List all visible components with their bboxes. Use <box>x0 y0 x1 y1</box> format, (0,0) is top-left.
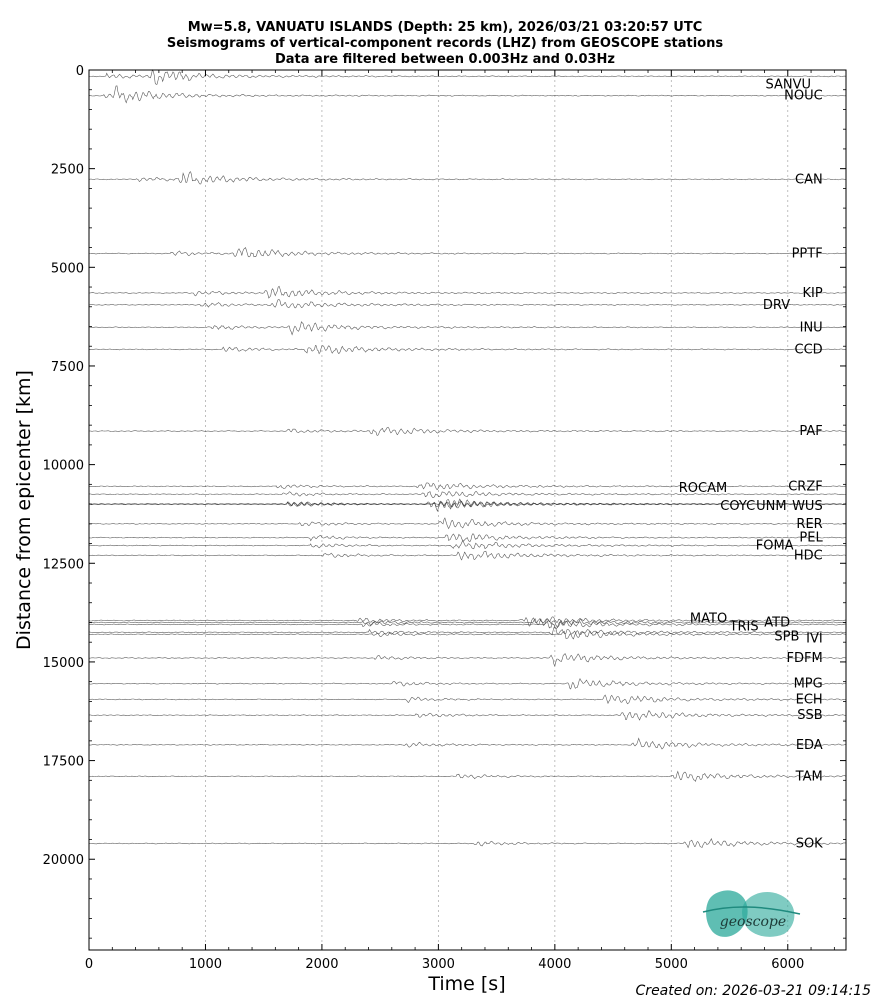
trace-ech <box>88 694 846 705</box>
trace-crzf <box>88 482 846 490</box>
x-tick-label: 5000 <box>655 957 688 972</box>
station-label-fdfm: FDFM <box>787 651 823 666</box>
station-label-wus: WUS <box>792 499 823 514</box>
x-axis-label: Time [s] <box>427 973 505 995</box>
station-label-tris: TRIS <box>729 619 759 634</box>
trace-wus <box>88 499 846 509</box>
trace-kip <box>88 285 846 299</box>
trace-can <box>88 171 846 185</box>
y-axis-label: Distance from epicenter [km] <box>13 370 35 650</box>
y-tick-label: 12500 <box>43 557 84 572</box>
trace-pptf <box>89 247 846 258</box>
station-label-ccd: CCD <box>795 342 823 357</box>
logo-ribbon-icon <box>702 906 801 915</box>
station-label-spb: SPB <box>774 629 799 644</box>
logo-right-lobe-icon <box>742 891 795 937</box>
trace-tam <box>89 770 846 782</box>
station-label-ech: ECH <box>796 692 823 707</box>
station-label-tam: TAM <box>795 769 823 784</box>
chart-title: Mw=5.8, VANUATU ISLANDS (Depth: 25 km), … <box>167 20 723 67</box>
station-label-nouc: NOUC <box>784 89 823 104</box>
station-label-ssb: SSB <box>797 708 822 723</box>
station-label-rer: RER <box>796 517 822 532</box>
station-label-kip: KIP <box>803 286 823 301</box>
trace-ssb <box>88 710 846 721</box>
station-label-rocam: ROCAM <box>679 481 727 496</box>
station-label-eda: EDA <box>796 738 823 753</box>
x-tick-label: 3000 <box>422 957 455 972</box>
plot-frame <box>88 69 847 951</box>
station-label-coyc: COYC <box>720 499 755 514</box>
station-label-crzf: CRZF <box>788 479 823 494</box>
station-label-paf: PAF <box>799 424 822 439</box>
trace-sanvu <box>88 69 846 85</box>
trace-rocam <box>88 491 846 499</box>
y-tick-label: 5000 <box>51 261 84 276</box>
station-label-hdc: HDC <box>794 548 823 563</box>
trace-ivi <box>88 630 846 640</box>
trace-pel <box>88 533 846 542</box>
trace-spb <box>88 627 846 638</box>
trace-paf <box>88 426 846 436</box>
x-tick-label: 0 <box>85 957 93 972</box>
y-tick-label: 15000 <box>43 656 84 671</box>
trace-mpg <box>88 677 846 690</box>
station-label-can: CAN <box>795 172 823 187</box>
station-label-pptf: PPTF <box>792 246 823 261</box>
trace-sok <box>89 837 846 849</box>
trace-tris <box>88 618 846 628</box>
trace-atd <box>89 620 846 629</box>
station-label-atd: ATD <box>764 615 790 630</box>
trace-hdc <box>88 550 846 561</box>
station-label-sanvu: SANVU <box>766 77 812 92</box>
y-tick-label: 10000 <box>43 459 84 474</box>
trace-inu <box>89 321 846 336</box>
y-tick-label: 7500 <box>51 360 84 375</box>
station-label-unm: UNM <box>756 499 786 514</box>
trace-ccd <box>88 344 846 355</box>
title-line-3: Data are filtered between 0.003Hz and 0.… <box>275 52 615 67</box>
trace-foma <box>88 539 846 550</box>
y-tick-label: 20000 <box>43 853 84 868</box>
station-label-mpg: MPG <box>794 677 823 692</box>
x-tick-label: 6000 <box>771 957 804 972</box>
station-label-foma: FOMA <box>756 539 794 554</box>
trace-mato <box>88 616 846 627</box>
vertical-grid <box>205 70 789 950</box>
station-label-pel: PEL <box>799 531 823 546</box>
title-line-2: Seismograms of vertical-component record… <box>167 36 723 51</box>
station-label-ivi: IVI <box>806 631 823 646</box>
x-tick-label: 1000 <box>189 957 222 972</box>
axis-ticks: 0 1000 2000 3000 4000 5000 6000 0 2500 5000 7500 10… <box>43 64 846 972</box>
geoscope-logo: geoscope <box>702 890 801 937</box>
logo-text: geoscope <box>720 914 786 930</box>
x-tick-label: 4000 <box>538 957 571 972</box>
logo-left-lobe-icon <box>706 890 748 937</box>
trace-unm <box>88 498 846 510</box>
trace-rer <box>89 517 846 530</box>
station-label-sok: SOK <box>796 836 823 851</box>
created-timestamp: Created on: 2026-03-21 09:14:15 <box>636 983 872 999</box>
trace-drv <box>88 299 846 309</box>
station-label-mato: MATO <box>690 611 727 626</box>
trace-nouc <box>88 85 846 104</box>
y-tick-label: 2500 <box>51 163 84 178</box>
y-tick-label: 0 <box>76 64 84 79</box>
x-tick-label: 2000 <box>305 957 338 972</box>
title-line-1: Mw=5.8, VANUATU ISLANDS (Depth: 25 km), … <box>188 20 703 35</box>
station-label-drv: DRV <box>763 298 790 313</box>
seismogram-traces <box>88 69 846 849</box>
trace-eda <box>88 737 846 750</box>
trace-fdfm <box>89 653 846 667</box>
station-label-inu: INU <box>800 320 823 335</box>
y-tick-label: 17500 <box>43 755 84 770</box>
